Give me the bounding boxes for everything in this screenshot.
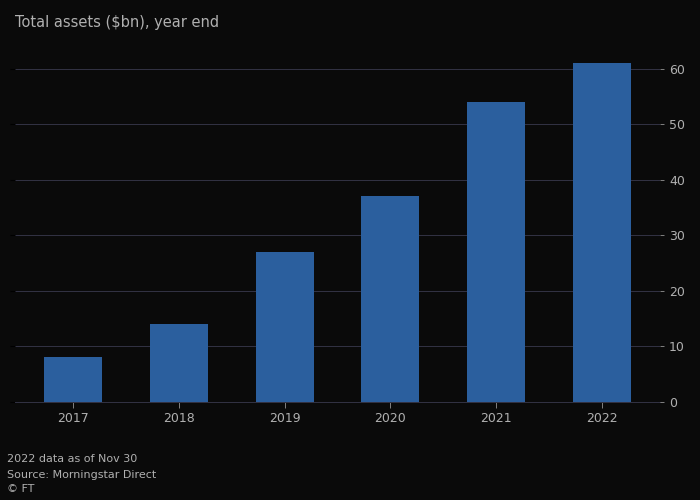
Text: Total assets ($bn), year end: Total assets ($bn), year end	[15, 15, 219, 30]
Bar	[256, 252, 314, 402]
Bar	[361, 196, 419, 402]
Text: Source: Morningstar Direct: Source: Morningstar Direct	[7, 470, 156, 480]
Text: © FT: © FT	[7, 484, 34, 494]
Bar	[467, 102, 525, 402]
Text: 2022 data as of Nov 30: 2022 data as of Nov 30	[7, 454, 137, 464]
Bar	[150, 324, 208, 402]
Bar	[44, 357, 102, 402]
Bar	[573, 63, 631, 402]
